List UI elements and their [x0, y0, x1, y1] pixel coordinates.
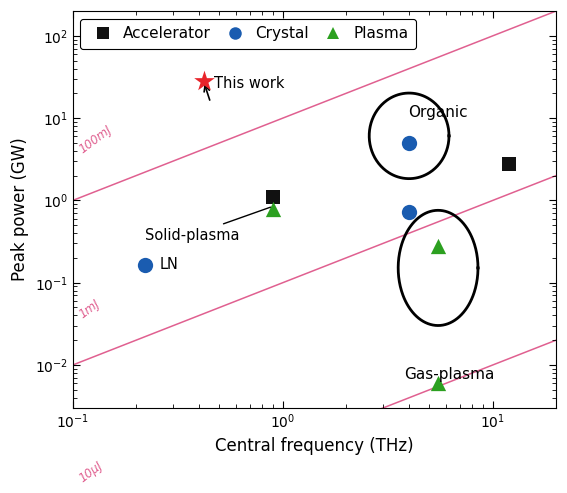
Point	[269, 206, 278, 213]
Text: 10μJ: 10μJ	[77, 459, 105, 485]
Text: Gas-plasma: Gas-plasma	[404, 367, 495, 382]
Text: LN: LN	[160, 257, 179, 272]
Text: This work: This work	[214, 76, 285, 91]
Point	[269, 193, 278, 201]
Point	[505, 160, 514, 168]
Y-axis label: Peak power (GW): Peak power (GW)	[11, 138, 29, 282]
Legend: Accelerator, Crystal, Plasma: Accelerator, Crystal, Plasma	[81, 19, 416, 49]
Point	[199, 77, 208, 85]
Point	[434, 242, 443, 250]
Point	[434, 379, 443, 387]
Point	[140, 261, 149, 269]
Text: 1mJ: 1mJ	[77, 297, 102, 320]
Text: Solid-plasma: Solid-plasma	[145, 207, 270, 243]
X-axis label: Central frequency (THz): Central frequency (THz)	[215, 437, 413, 455]
Text: Organic: Organic	[408, 105, 468, 120]
Point	[405, 139, 414, 147]
Text: 100mJ: 100mJ	[77, 123, 114, 156]
Point	[405, 208, 414, 216]
